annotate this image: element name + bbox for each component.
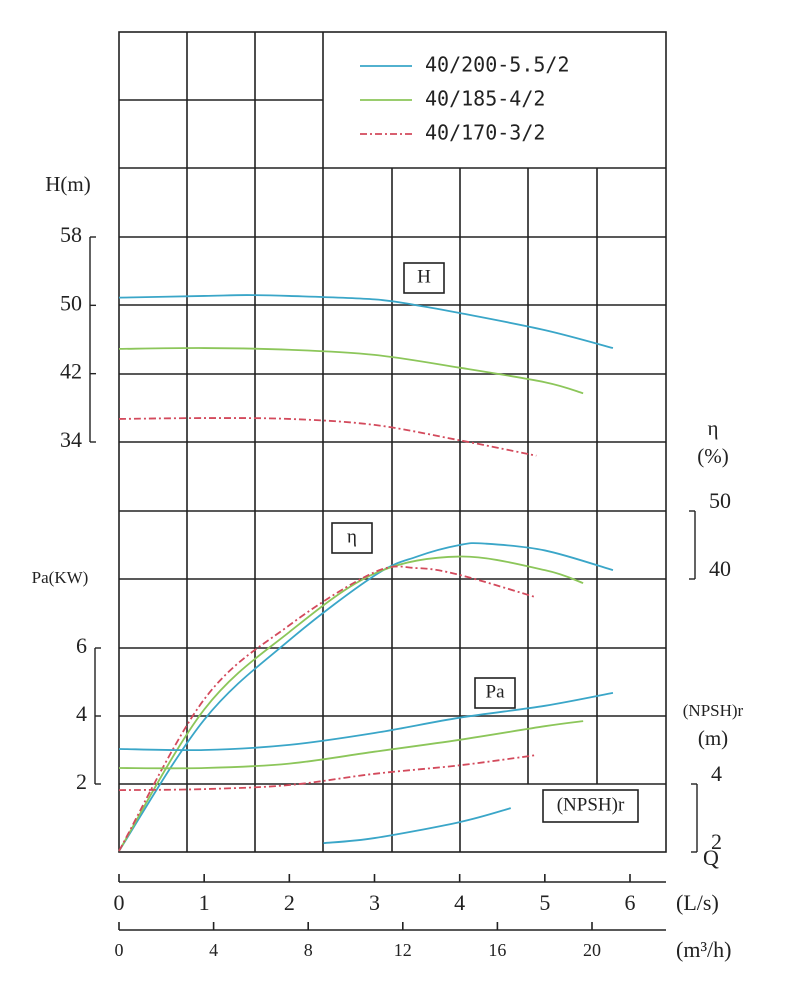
x-tick-label: 12 bbox=[394, 940, 412, 960]
panel-label: H bbox=[417, 266, 431, 287]
panel-label-box bbox=[331, 522, 373, 554]
y-tick-label: 42 bbox=[60, 359, 82, 384]
x-tick-label: 4 bbox=[454, 890, 465, 915]
x-tick-label: 5 bbox=[539, 890, 550, 915]
curve bbox=[118, 555, 584, 852]
panel-label: Pa bbox=[486, 681, 506, 702]
panel-label-box bbox=[542, 789, 639, 823]
panel-label: η bbox=[347, 526, 357, 547]
legend-label: 40/170-3/2 bbox=[425, 121, 545, 145]
x-tick-label: 6 bbox=[625, 890, 636, 915]
panel-label: (NPSH)r bbox=[557, 794, 625, 815]
y-tick-label: 4 bbox=[711, 761, 722, 786]
curve bbox=[118, 720, 584, 770]
y-tick-label: 34 bbox=[60, 427, 82, 452]
x-tick-label: 0 bbox=[114, 890, 125, 915]
x-tick-label: 8 bbox=[304, 940, 313, 960]
curve bbox=[118, 691, 614, 752]
panel-label-box bbox=[403, 262, 445, 294]
legend-label: 40/200-5.5/2 bbox=[425, 53, 570, 77]
y-tick-label: 40 bbox=[709, 556, 731, 581]
curve bbox=[323, 807, 512, 845]
panel-label-box bbox=[474, 677, 516, 709]
y-axis-title: Pa(KW) bbox=[32, 568, 89, 587]
curve bbox=[118, 542, 614, 852]
x-tick-label: 3 bbox=[369, 890, 380, 915]
x-axis-name: Q bbox=[703, 845, 719, 870]
curve bbox=[118, 565, 537, 852]
curve bbox=[118, 754, 537, 792]
legend-label: 40/185-4/2 bbox=[425, 87, 545, 111]
x-tick-label: 20 bbox=[583, 940, 601, 960]
y-tick-label: 6 bbox=[76, 633, 87, 658]
x-tick-label: 2 bbox=[284, 890, 295, 915]
curve bbox=[118, 294, 614, 349]
y-axis-title: (NPSH)r bbox=[683, 701, 744, 720]
x-tick-label: 0 bbox=[115, 940, 124, 960]
y-tick-label: 58 bbox=[60, 222, 82, 247]
y-tick-label: 50 bbox=[60, 290, 82, 315]
grid bbox=[118, 31, 667, 853]
y-axis-title: (m) bbox=[698, 726, 728, 750]
y-tick-label: 50 bbox=[709, 488, 731, 513]
curve bbox=[118, 347, 584, 395]
curve bbox=[118, 417, 537, 457]
y-axis-title: η bbox=[708, 416, 719, 440]
y-axis-title: (%) bbox=[697, 444, 728, 468]
y-tick-label: 2 bbox=[711, 829, 722, 854]
x-axis-title: (m³/h) bbox=[676, 937, 731, 962]
x-tick-label: 4 bbox=[209, 940, 218, 960]
y-tick-label: 2 bbox=[76, 769, 87, 794]
x-tick-label: 1 bbox=[199, 890, 210, 915]
x-axis-title: (L/s) bbox=[676, 890, 719, 915]
x-tick-label: 16 bbox=[488, 940, 506, 960]
y-axis-title: H(m) bbox=[45, 172, 91, 196]
y-tick-label: 4 bbox=[76, 701, 87, 726]
